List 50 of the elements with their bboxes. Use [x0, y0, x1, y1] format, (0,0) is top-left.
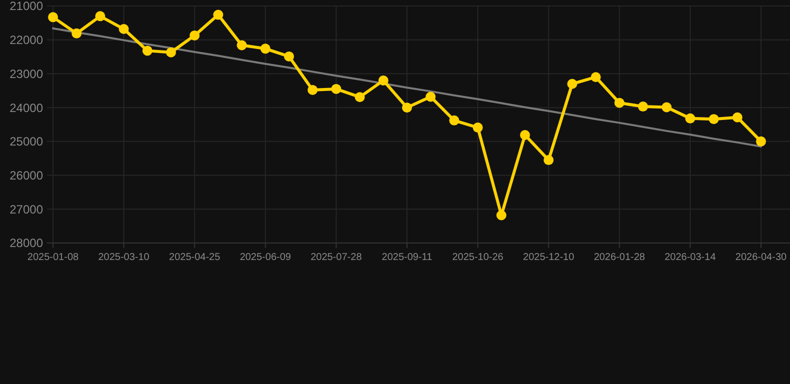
y-tick-label: 28000: [10, 236, 44, 250]
point: [708, 114, 719, 124]
point: [520, 130, 530, 140]
point: [190, 30, 200, 40]
x-tick-label: 2025-07-28: [310, 252, 362, 263]
point: [308, 84, 318, 95]
x-tick-label: 2026-03-14: [664, 252, 716, 263]
point: [166, 47, 176, 58]
y-tick-label: 22000: [10, 33, 44, 48]
point: [48, 12, 58, 22]
point: [331, 84, 342, 94]
point: [284, 51, 294, 62]
point: [590, 72, 601, 82]
point: [614, 98, 624, 108]
y-tick-label: 26000: [10, 168, 44, 182]
point: [260, 44, 270, 54]
point: [449, 115, 460, 126]
point: [72, 28, 82, 38]
point: [213, 10, 224, 20]
point: [426, 92, 436, 102]
y-tick-label: 24000: [10, 100, 44, 115]
point: [638, 102, 648, 112]
point: [472, 122, 483, 133]
point: [378, 75, 388, 86]
x-tick-label: 2026-04-30: [735, 252, 788, 263]
y-tick-label: 25000: [10, 134, 44, 149]
y-tick-label: 21000: [10, 0, 44, 14]
x-tick-label: 2025-09-11: [382, 252, 433, 263]
x-tick-label: 2025-01-08: [27, 252, 80, 263]
point: [354, 92, 365, 102]
x-tick-label: 2025-04-25: [169, 252, 221, 263]
point: [118, 24, 129, 34]
point: [402, 102, 412, 113]
point: [662, 102, 672, 112]
y-tick-label: 23000: [10, 66, 44, 81]
x-tick-label: 2025-06-09: [240, 252, 292, 263]
point: [732, 112, 742, 122]
y-tick-label: 27000: [10, 202, 44, 216]
x-tick-label: 2025-03-10: [98, 252, 150, 263]
point: [95, 11, 106, 22]
point: [544, 155, 554, 166]
x-tick-label: 2025-12-10: [523, 252, 575, 263]
point: [142, 46, 152, 56]
point: [685, 113, 696, 124]
point: [496, 210, 506, 220]
point: [567, 78, 578, 89]
point: [236, 40, 247, 50]
x-tick-label: 2025-10-26: [452, 252, 504, 263]
x-tick-label: 2026-01-28: [594, 252, 646, 263]
point: [756, 136, 766, 146]
